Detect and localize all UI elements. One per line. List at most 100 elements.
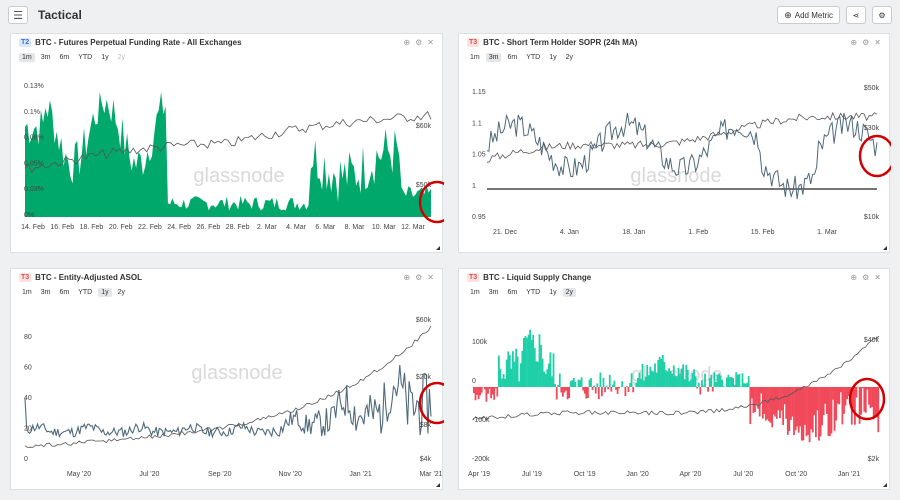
supply-change-bar (596, 383, 599, 387)
resize-handle[interactable] (883, 246, 887, 250)
range-button-1y[interactable]: 1y (98, 288, 112, 297)
gear-icon[interactable]: ⚙ (862, 272, 870, 282)
gear-icon[interactable]: ⚙ (862, 37, 870, 47)
gear-icon[interactable]: ⚙ (415, 272, 423, 282)
panel-header-icons: ⊕ ⚙ ✕ (403, 273, 434, 282)
chart-panel-sth-sopr: T3 BTC - Short Term Holder SOPR (24h MA) ⊕… (458, 33, 891, 253)
supply-change-bar (532, 334, 535, 387)
panel-header: T2 BTC - Futures Perpetual Funding Rate -… (11, 34, 442, 50)
supply-change-bar (661, 355, 664, 387)
supply-change-bar (647, 375, 650, 387)
supply-change-bar (707, 387, 709, 392)
range-button-1m[interactable]: 1m (470, 289, 480, 296)
y-tick-label: 100k (472, 339, 488, 346)
supply-change-bar (597, 387, 600, 400)
top-actions: ⊕ Add Metric ⋖ ⚙ (777, 6, 892, 24)
range-button-2y[interactable]: 2y (565, 54, 574, 61)
close-icon[interactable]: ✕ (874, 37, 881, 47)
supply-change-bar (658, 356, 661, 387)
y-tick-label: 0.03% (24, 186, 44, 193)
zoom-icon[interactable]: ⊕ (850, 272, 858, 282)
range-button-1y[interactable]: 1y (549, 289, 557, 296)
share-button[interactable]: ⋖ (846, 6, 866, 24)
highlight-circle (418, 180, 444, 224)
supply-change-bar (722, 386, 725, 387)
gear-icon[interactable]: ⚙ (415, 37, 423, 47)
supply-change-bar (682, 364, 684, 387)
add-metric-button[interactable]: ⊕ Add Metric (777, 6, 840, 24)
resize-handle[interactable] (436, 246, 440, 250)
supply-change-bar (677, 367, 680, 387)
supply-change-bar (616, 387, 619, 394)
close-icon[interactable]: ✕ (874, 272, 881, 282)
supply-change-bar (607, 387, 610, 390)
supply-change-bar (591, 387, 594, 390)
supply-change-bar (871, 387, 873, 407)
supply-change-bar (479, 387, 481, 396)
supply-change-bar (613, 380, 616, 387)
supply-change-bar (744, 383, 747, 387)
supply-change-bar (499, 369, 502, 387)
supply-change-bar (710, 374, 713, 387)
supply-change-bar (488, 387, 491, 389)
range-button-3m[interactable]: 3m (485, 53, 502, 62)
range-button-3m[interactable]: 3m (40, 289, 51, 296)
range-button-6m[interactable]: 6m (59, 54, 70, 61)
close-icon[interactable]: ✕ (427, 272, 434, 282)
panel-header-icons: ⊕ ⚙ ✕ (403, 38, 434, 47)
range-button-3m[interactable]: 3m (488, 289, 499, 296)
range-button-2y[interactable]: 2y (562, 288, 577, 297)
supply-change-bar (788, 387, 791, 432)
menu-button[interactable]: ☰ (8, 6, 28, 24)
supply-change-bar (752, 387, 755, 413)
range-button-1m[interactable]: 1m (470, 54, 480, 61)
supply-change-bar (693, 369, 695, 387)
range-button-1y[interactable]: 1y (549, 54, 557, 61)
supply-change-bar (730, 377, 733, 387)
supply-change-bar (704, 373, 706, 387)
range-button-2y[interactable]: 2y (117, 289, 126, 296)
supply-change-bar (794, 387, 797, 431)
range-button-3m[interactable]: 3m (40, 54, 51, 61)
tier-badge: T3 (19, 272, 32, 282)
range-button-6m[interactable]: 6m (59, 289, 70, 296)
funding-rate-area (25, 92, 431, 217)
supply-change-bar (612, 384, 614, 387)
supply-change-bar (557, 385, 560, 387)
resize-handle[interactable] (883, 483, 887, 487)
range-button-ytd[interactable]: YTD (526, 54, 541, 61)
settings-button[interactable]: ⚙ (872, 6, 892, 24)
supply-change-bar (588, 379, 591, 387)
supply-change-bar (729, 377, 731, 387)
supply-change-bar (666, 371, 669, 387)
supply-change-bar (846, 387, 848, 400)
range-button-1m[interactable]: 1m (22, 289, 32, 296)
supply-change-bar (654, 363, 656, 387)
supply-change-bar (610, 387, 613, 392)
supply-change-bar (638, 372, 641, 387)
range-button-ytd[interactable]: YTD (78, 54, 93, 61)
panel-title: BTC - Short Term Holder SOPR (24h MA) (483, 37, 638, 47)
supply-change-bar (841, 387, 844, 425)
menu-icon: ☰ (13, 9, 23, 22)
range-button-1m[interactable]: 1m (19, 53, 35, 62)
supply-change-bar (515, 348, 517, 387)
supply-change-bar (630, 373, 633, 387)
supply-change-bar (755, 387, 758, 405)
zoom-icon[interactable]: ⊕ (403, 272, 411, 282)
range-button-6m[interactable]: 6m (507, 289, 518, 296)
range-button-ytd[interactable]: YTD (526, 289, 541, 296)
range-button-1y[interactable]: 1y (101, 54, 109, 61)
supply-change-bar (543, 371, 546, 387)
zoom-icon[interactable]: ⊕ (850, 37, 858, 47)
x-tick-label: 24. Feb (167, 224, 191, 231)
range-button-6m[interactable]: 6m (507, 54, 518, 61)
resize-handle[interactable] (436, 483, 440, 487)
tier-badge: T3 (467, 272, 480, 282)
range-button-ytd[interactable]: YTD (78, 289, 93, 296)
close-icon[interactable]: ✕ (427, 37, 434, 47)
zoom-icon[interactable]: ⊕ (403, 37, 411, 47)
supply-change-bar (690, 379, 692, 387)
supply-change-bar (649, 366, 652, 387)
range-button-2y[interactable]: 2y (117, 54, 126, 61)
